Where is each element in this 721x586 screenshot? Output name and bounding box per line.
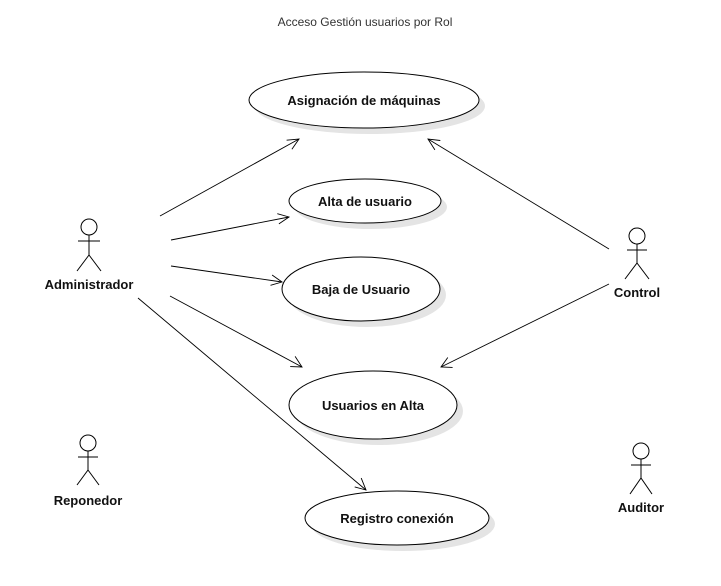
association-control-usuarios-alta[interactable] xyxy=(440,283,610,368)
actor-control-label: Control xyxy=(614,285,660,300)
actor-auditor[interactable]: Auditor xyxy=(618,442,664,515)
use-case-alta[interactable]: Alta de usuario xyxy=(288,178,447,229)
diagram-title: Acceso Gestión usuarios por Rol xyxy=(278,15,453,29)
associations xyxy=(137,138,610,491)
arrowhead-administrador-baja xyxy=(270,274,284,286)
arrowhead-control-asignacion xyxy=(427,138,441,151)
association-administrador-usuarios-alta[interactable] xyxy=(169,295,303,368)
arrowhead-control-usuarios-alta xyxy=(440,357,453,368)
actor-reponedor-label: Reponedor xyxy=(54,493,123,508)
use-case-asignacion-ellipse xyxy=(248,71,480,129)
use-case-baja-ellipse xyxy=(281,256,441,322)
use-case-registro-label: Registro conexión xyxy=(340,511,453,526)
association-administrador-baja[interactable] xyxy=(170,265,283,283)
use-case-baja-label: Baja de Usuario xyxy=(312,282,410,297)
use-case-asignacion-label: Asignación de máquinas xyxy=(287,93,440,108)
association-administrador-registro[interactable] xyxy=(137,297,367,491)
stick-figure-icon xyxy=(76,218,102,272)
use-case-asignacion[interactable]: Asignación de máquinas xyxy=(248,71,485,134)
association-administrador-alta[interactable] xyxy=(170,216,290,241)
arrowhead-administrador-usuarios-alta xyxy=(290,356,303,368)
stick-figure-icon xyxy=(629,442,653,495)
arrowhead-administrador-alta xyxy=(277,213,291,225)
actor-auditor-label: Auditor xyxy=(618,500,664,515)
use-case-alta-label: Alta de usuario xyxy=(318,194,412,209)
use-case-alta-ellipse xyxy=(288,178,442,224)
use-case-baja[interactable]: Baja de Usuario xyxy=(281,256,446,327)
actor-administrador[interactable]: Administrador xyxy=(45,218,134,292)
use-case-usuarios-alta-ellipse xyxy=(288,370,458,440)
use-case-usuarios-alta-label: Usuarios en Alta xyxy=(322,398,425,413)
association-control-asignacion[interactable] xyxy=(427,138,610,250)
arrowhead-administrador-asignacion xyxy=(286,138,300,150)
actor-reponedor[interactable]: Reponedor xyxy=(54,434,123,508)
use-case-registro-ellipse xyxy=(304,490,490,546)
stick-figure-icon xyxy=(76,434,100,486)
arrowhead-administrador-registro xyxy=(354,477,367,491)
stick-figure-icon xyxy=(624,227,650,280)
use-case-registro[interactable]: Registro conexión xyxy=(304,490,495,551)
use-case-usuarios-alta[interactable]: Usuarios en Alta xyxy=(288,370,463,445)
association-administrador-asignacion[interactable] xyxy=(159,138,300,217)
actor-administrador-label: Administrador xyxy=(45,277,134,292)
actor-control[interactable]: Control xyxy=(614,227,660,300)
